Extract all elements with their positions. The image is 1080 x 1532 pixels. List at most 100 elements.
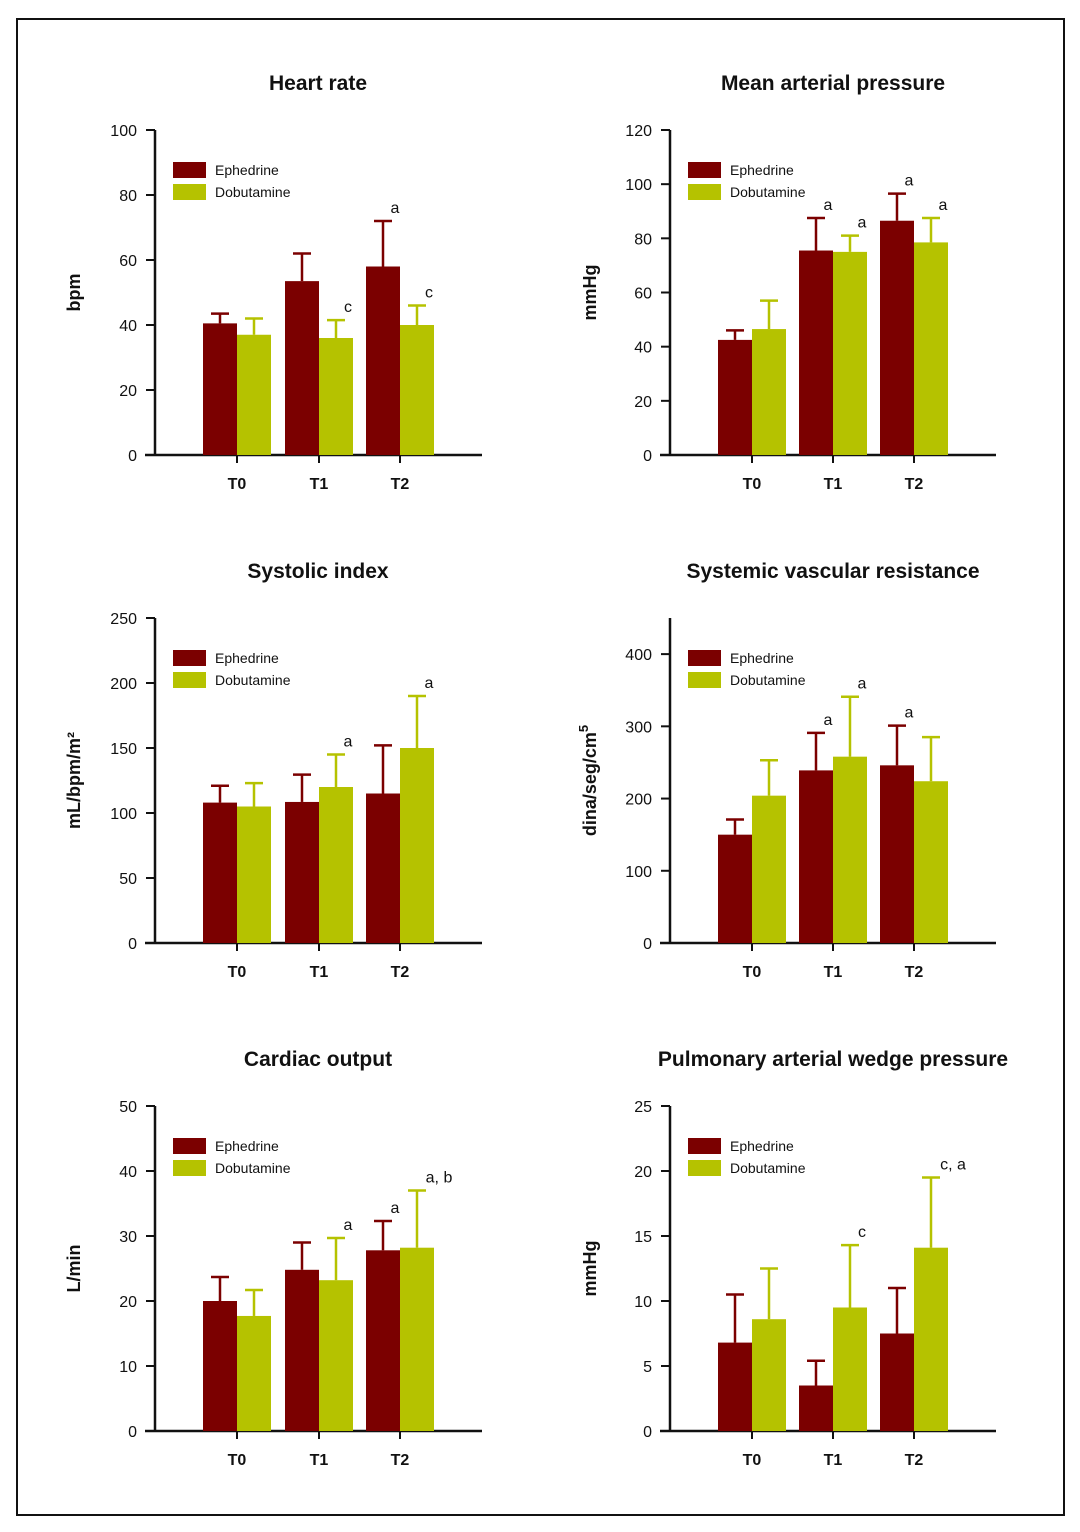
- chart-panel: Systemic vascular resistance 0 100 200 300 40…: [576, 560, 996, 981]
- bar-dobutamine: [319, 787, 353, 943]
- y-tick-label: 80: [119, 188, 137, 205]
- x-tick-label: T1: [310, 476, 329, 493]
- significance-label: a: [344, 1217, 353, 1234]
- y-tick-label: 50: [119, 1099, 137, 1116]
- bar-ephedrine: [203, 802, 237, 943]
- x-tick-label: T2: [905, 964, 924, 981]
- chart-title: Cardiac output: [244, 1048, 392, 1071]
- y-tick-label: 10: [634, 1294, 652, 1311]
- significance-label: a: [858, 215, 867, 232]
- y-tick-label: 0: [128, 1424, 137, 1441]
- x-tick-label: T2: [905, 1452, 924, 1469]
- y-tick-label: 50: [119, 871, 137, 888]
- bar-dobutamine: [914, 242, 948, 455]
- legend-swatch: [173, 1138, 206, 1154]
- y-tick-label: 40: [634, 340, 652, 357]
- significance-label: c: [858, 1224, 866, 1241]
- significance-label: a: [905, 173, 914, 190]
- y-tick-label: 400: [625, 647, 652, 664]
- x-tick-label: T0: [228, 476, 247, 493]
- chart-title: Pulmonary arterial wedge pressure: [658, 1048, 1008, 1071]
- x-tick-label: T2: [391, 1452, 410, 1469]
- y-tick-label: 20: [634, 394, 652, 411]
- x-tick-label: T0: [743, 476, 762, 493]
- significance-label: a: [824, 197, 833, 214]
- legend-label: Dobutamine: [215, 184, 291, 200]
- y-axis-label-superscript: 5: [576, 725, 591, 732]
- y-tick-label: 40: [119, 1164, 137, 1181]
- bar-ephedrine: [203, 323, 237, 455]
- y-tick-label: 5: [643, 1359, 652, 1376]
- legend-label: Ephedrine: [215, 162, 279, 178]
- chart-panel: Mean arterial pressure 0 20 40 60 80 100 120 mmH…: [580, 72, 996, 493]
- figure-border: [16, 18, 1065, 1516]
- bar-dobutamine: [400, 748, 434, 943]
- significance-label: a: [391, 1200, 400, 1217]
- y-axis-label: mmHg: [580, 1240, 600, 1296]
- significance-label: a: [905, 705, 914, 722]
- y-tick-label: 250: [110, 611, 137, 628]
- bar-ephedrine: [285, 801, 319, 943]
- legend-swatch: [688, 650, 721, 666]
- bar-ephedrine: [880, 1333, 914, 1431]
- y-tick-label: 200: [625, 792, 652, 809]
- legend-swatch: [688, 1138, 721, 1154]
- chart-title: Systemic vascular resistance: [686, 560, 979, 583]
- chart-panel: Systolic index 0 50 100 150 200 250 mL/bpm/m² T0…: [64, 560, 482, 981]
- legend-swatch: [688, 162, 721, 178]
- significance-label: a: [939, 197, 948, 214]
- legend-swatch: [173, 672, 206, 688]
- x-tick-label: T2: [905, 476, 924, 493]
- y-tick-label: 40: [119, 318, 137, 335]
- x-tick-label: T1: [310, 1452, 329, 1469]
- significance-label: a: [824, 712, 833, 729]
- y-tick-label: 0: [128, 936, 137, 953]
- legend-label: Ephedrine: [730, 1138, 794, 1154]
- x-tick-label: T1: [310, 964, 329, 981]
- bar-dobutamine: [400, 1247, 434, 1431]
- legend-swatch: [688, 672, 721, 688]
- y-tick-label: 60: [634, 286, 652, 303]
- chart-title: Systolic index: [247, 560, 389, 583]
- significance-label: c: [344, 299, 352, 316]
- legend-label: Ephedrine: [215, 650, 279, 666]
- bar-dobutamine: [319, 1280, 353, 1431]
- y-tick-label: 0: [643, 448, 652, 465]
- bar-dobutamine: [914, 781, 948, 943]
- legend-label: Dobutamine: [730, 1160, 806, 1176]
- legend-swatch: [173, 650, 206, 666]
- y-tick-label: 100: [110, 806, 137, 823]
- chart-panel: Heart rate 0 20 40 60 80 100 bpm T0 T1 T2 c a c Ephedr…: [64, 72, 482, 493]
- bar-ephedrine: [285, 1269, 319, 1431]
- legend-swatch: [688, 184, 721, 200]
- legend-label: Dobutamine: [215, 672, 291, 688]
- bar-ephedrine: [366, 1250, 400, 1431]
- y-tick-label: 0: [128, 448, 137, 465]
- chart-title: Mean arterial pressure: [721, 72, 945, 95]
- bar-dobutamine: [400, 325, 434, 455]
- bar-ephedrine: [718, 834, 752, 943]
- y-tick-label: 20: [634, 1164, 652, 1181]
- bar-ephedrine: [718, 339, 752, 455]
- bar-ephedrine: [799, 770, 833, 943]
- significance-label: c, a: [940, 1157, 966, 1174]
- x-tick-label: T0: [228, 964, 247, 981]
- legend-label: Ephedrine: [730, 162, 794, 178]
- y-axis-label: mmHg: [580, 264, 600, 320]
- y-tick-label: 100: [625, 864, 652, 881]
- legend-label: Dobutamine: [215, 1160, 291, 1176]
- y-tick-label: 20: [119, 1294, 137, 1311]
- y-tick-label: 100: [110, 123, 137, 140]
- legend-label: Dobutamine: [730, 672, 806, 688]
- y-tick-label: 10: [119, 1359, 137, 1376]
- significance-label: a, b: [426, 1170, 453, 1187]
- bar-dobutamine: [237, 1315, 271, 1431]
- y-axis-label: mL/bpm/m²: [64, 732, 84, 829]
- significance-label: a: [391, 200, 400, 217]
- bar-dobutamine: [914, 1247, 948, 1431]
- chart-panel: Cardiac output 0 10 20 30 40 50 L/min T0 T1 T2 a a a,…: [64, 1048, 482, 1469]
- y-tick-label: 20: [119, 383, 137, 400]
- legend-swatch: [173, 1160, 206, 1176]
